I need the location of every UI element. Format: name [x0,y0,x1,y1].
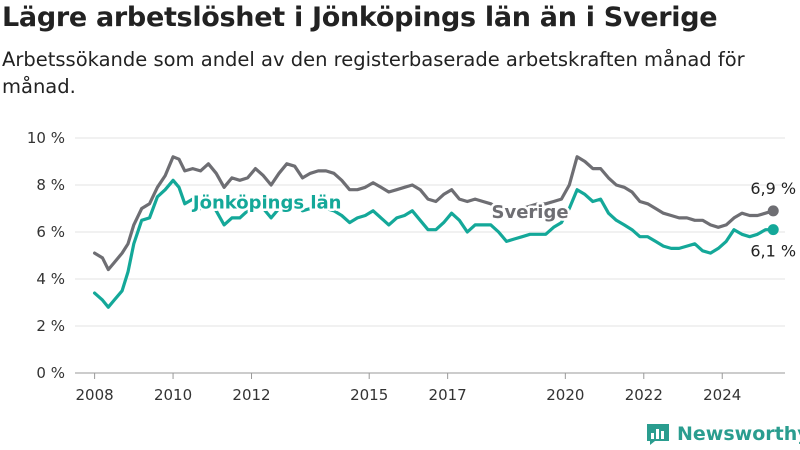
y-tick-label: 8 % [36,176,65,194]
series-name-label: Sverige [492,202,569,223]
series-end-point [767,205,779,217]
chart-title: Lägre arbetslöshet i Jönköpings län än i… [2,2,718,33]
x-tick-label: 2020 [546,386,584,404]
series-end-value-label: 6,9 % [750,179,796,198]
series-end-value-label: 6,1 % [750,242,796,261]
x-axis-ticks: 2008 2010 2012 2015 2017 2020 2022 2024 [76,373,741,404]
x-tick-label: 2008 [76,386,114,404]
series-line-0 [92,155,775,272]
y-tick-label: 4 % [36,270,65,288]
y-tick-label: 2 % [36,317,65,335]
series-lines [92,155,779,309]
y-tick-label: 10 % [27,129,65,147]
bar-chart-logo-icon [647,424,669,445]
x-tick-label: 2017 [429,386,467,404]
x-tick-label: 2012 [232,386,270,404]
newsworthy-logo: Newsworthy [645,420,800,448]
series-end-point [767,224,779,236]
line-chart: 0 % 2 % 4 % 6 % 8 % 10 % 2008 2010 2012 2015 2017… [27,129,796,404]
x-tick-label: 2010 [154,386,192,404]
series-line-1 [92,178,775,309]
x-tick-label: 2015 [350,386,388,404]
brand-name: Newsworthy [677,423,800,445]
x-tick-label: 2024 [703,386,741,404]
chart-subtitle: Arbetssökande som andel av den registerb… [2,48,745,98]
series-name-label: Jönköpings län [191,193,342,214]
y-axis-ticks: 0 % 2 % 4 % 6 % 8 % 10 % [27,129,65,382]
y-tick-label: 0 % [36,364,65,382]
y-tick-label: 6 % [36,223,65,241]
grid-lines [75,137,785,374]
series-labels: 6,9 % 6,1 % Jönköpings län Sverige [188,179,796,261]
x-tick-label: 2022 [625,386,663,404]
